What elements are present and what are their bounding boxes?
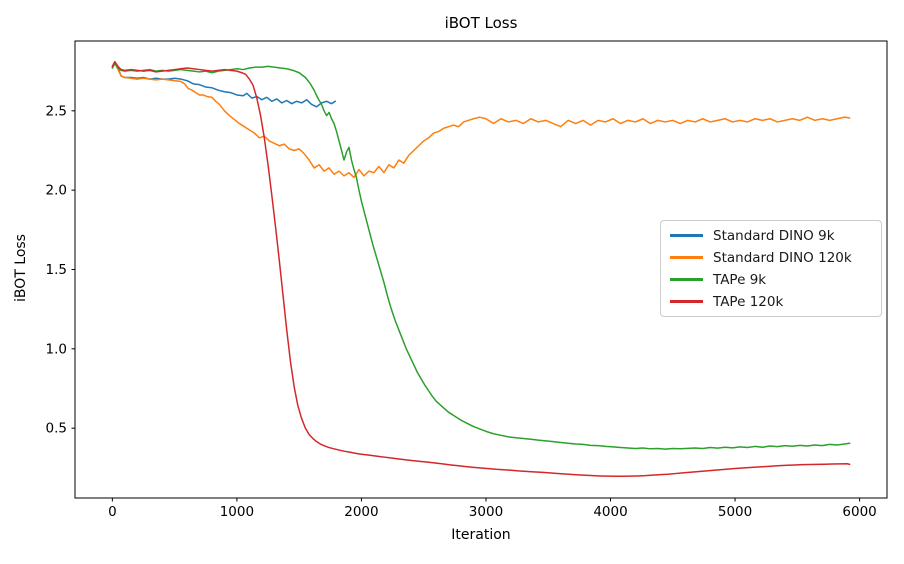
x-tick-label: 5000	[718, 504, 752, 520]
legend-label: TAPe 120k	[713, 293, 784, 310]
legend-line-sample	[670, 300, 703, 303]
legend-line-sample	[670, 278, 703, 281]
series-line-standard-dino-120k	[111, 62, 851, 179]
y-tick-label: 1.0	[46, 341, 67, 357]
legend-label: Standard DINO 9k	[713, 227, 835, 244]
y-tick-label: 2.5	[46, 103, 67, 119]
chart-title: iBOT Loss	[444, 14, 518, 32]
y-tick-label: 1.5	[46, 262, 67, 278]
legend-line-sample	[670, 256, 703, 259]
legend-label: TAPe 9k	[713, 271, 767, 288]
x-tick-label: 3000	[469, 504, 503, 520]
x-tick-label: 1000	[220, 504, 254, 520]
x-axis-label: Iteration	[451, 527, 511, 543]
legend-item-tape-120k: TAPe 120k	[661, 291, 881, 312]
series-line-tape-120k	[111, 60, 851, 478]
legend-label: Standard DINO 120k	[713, 249, 852, 266]
legend-item-tape-9k: TAPe 9k	[661, 269, 881, 290]
legend: Standard DINO 9k Standard DINO 120k TAPe 9…	[660, 220, 882, 317]
series-line-tape-9k	[111, 62, 851, 450]
y-tick-label: 2.0	[46, 183, 67, 199]
legend-item-standard-dino-120k: Standard DINO 120k	[661, 247, 881, 268]
legend-line-sample	[670, 234, 703, 237]
x-tick-label: 0	[108, 504, 117, 520]
x-tick-label: 4000	[593, 504, 627, 520]
series-line-standard-dino-9k	[111, 62, 337, 108]
y-tick-label: 0.5	[46, 421, 67, 437]
legend-item-standard-dino-9k: Standard DINO 9k	[661, 225, 881, 246]
y-axis-label: iBOT Loss	[13, 234, 29, 302]
x-tick-label: 6000	[842, 504, 876, 520]
x-tick-label: 2000	[344, 504, 378, 520]
